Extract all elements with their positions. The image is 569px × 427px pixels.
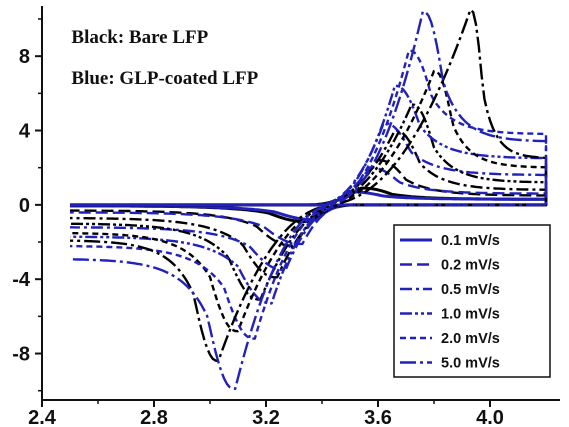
legend: 0.1 mV/s 0.2 mV/s 0.5 mV/s 1.0 mV/s 2.0 mV/s… [393, 224, 551, 378]
cv-curve-bare-05 [70, 129, 548, 279]
x-tick-label: 2.4 [28, 407, 57, 427]
annotation-coated: Blue: GLP-coated LFP [71, 68, 258, 89]
annotation-bare: Black: Bare LFP [71, 27, 208, 48]
y-tick-label: -8 [12, 344, 30, 366]
legend-box [393, 224, 551, 378]
legend-label: 5.0 mV/s [441, 356, 500, 372]
x-tick-label: 4.0 [476, 407, 504, 427]
legend-label: 0.5 mV/s [441, 282, 500, 298]
x-tick-label: 2.8 [140, 407, 168, 427]
ticks-group: 2.4 2.8 3.2 3.6 4.0 8 4 0 -4 -8 [12, 18, 504, 427]
legend-label: 2.0 mV/s [441, 331, 500, 347]
cv-curve-coated-50 [70, 10, 548, 390]
y-tick-label: 8 [19, 46, 30, 68]
x-tick-label: 3.2 [252, 407, 280, 427]
x-tick-label: 3.6 [364, 407, 392, 427]
legend-label: 0.1 mV/s [441, 233, 500, 249]
legend-label: 0.2 mV/s [441, 258, 500, 274]
axes-group [41, 6, 560, 401]
legend-label: 1.0 mV/s [441, 307, 500, 323]
annotations-group: Black: Bare LFP Blue: GLP-coated LFP [71, 27, 258, 89]
y-tick-label: 4 [19, 121, 31, 143]
curves-group [69, 8, 548, 390]
y-tick-label: 0 [19, 195, 30, 217]
y-tick-label: -4 [12, 269, 31, 291]
